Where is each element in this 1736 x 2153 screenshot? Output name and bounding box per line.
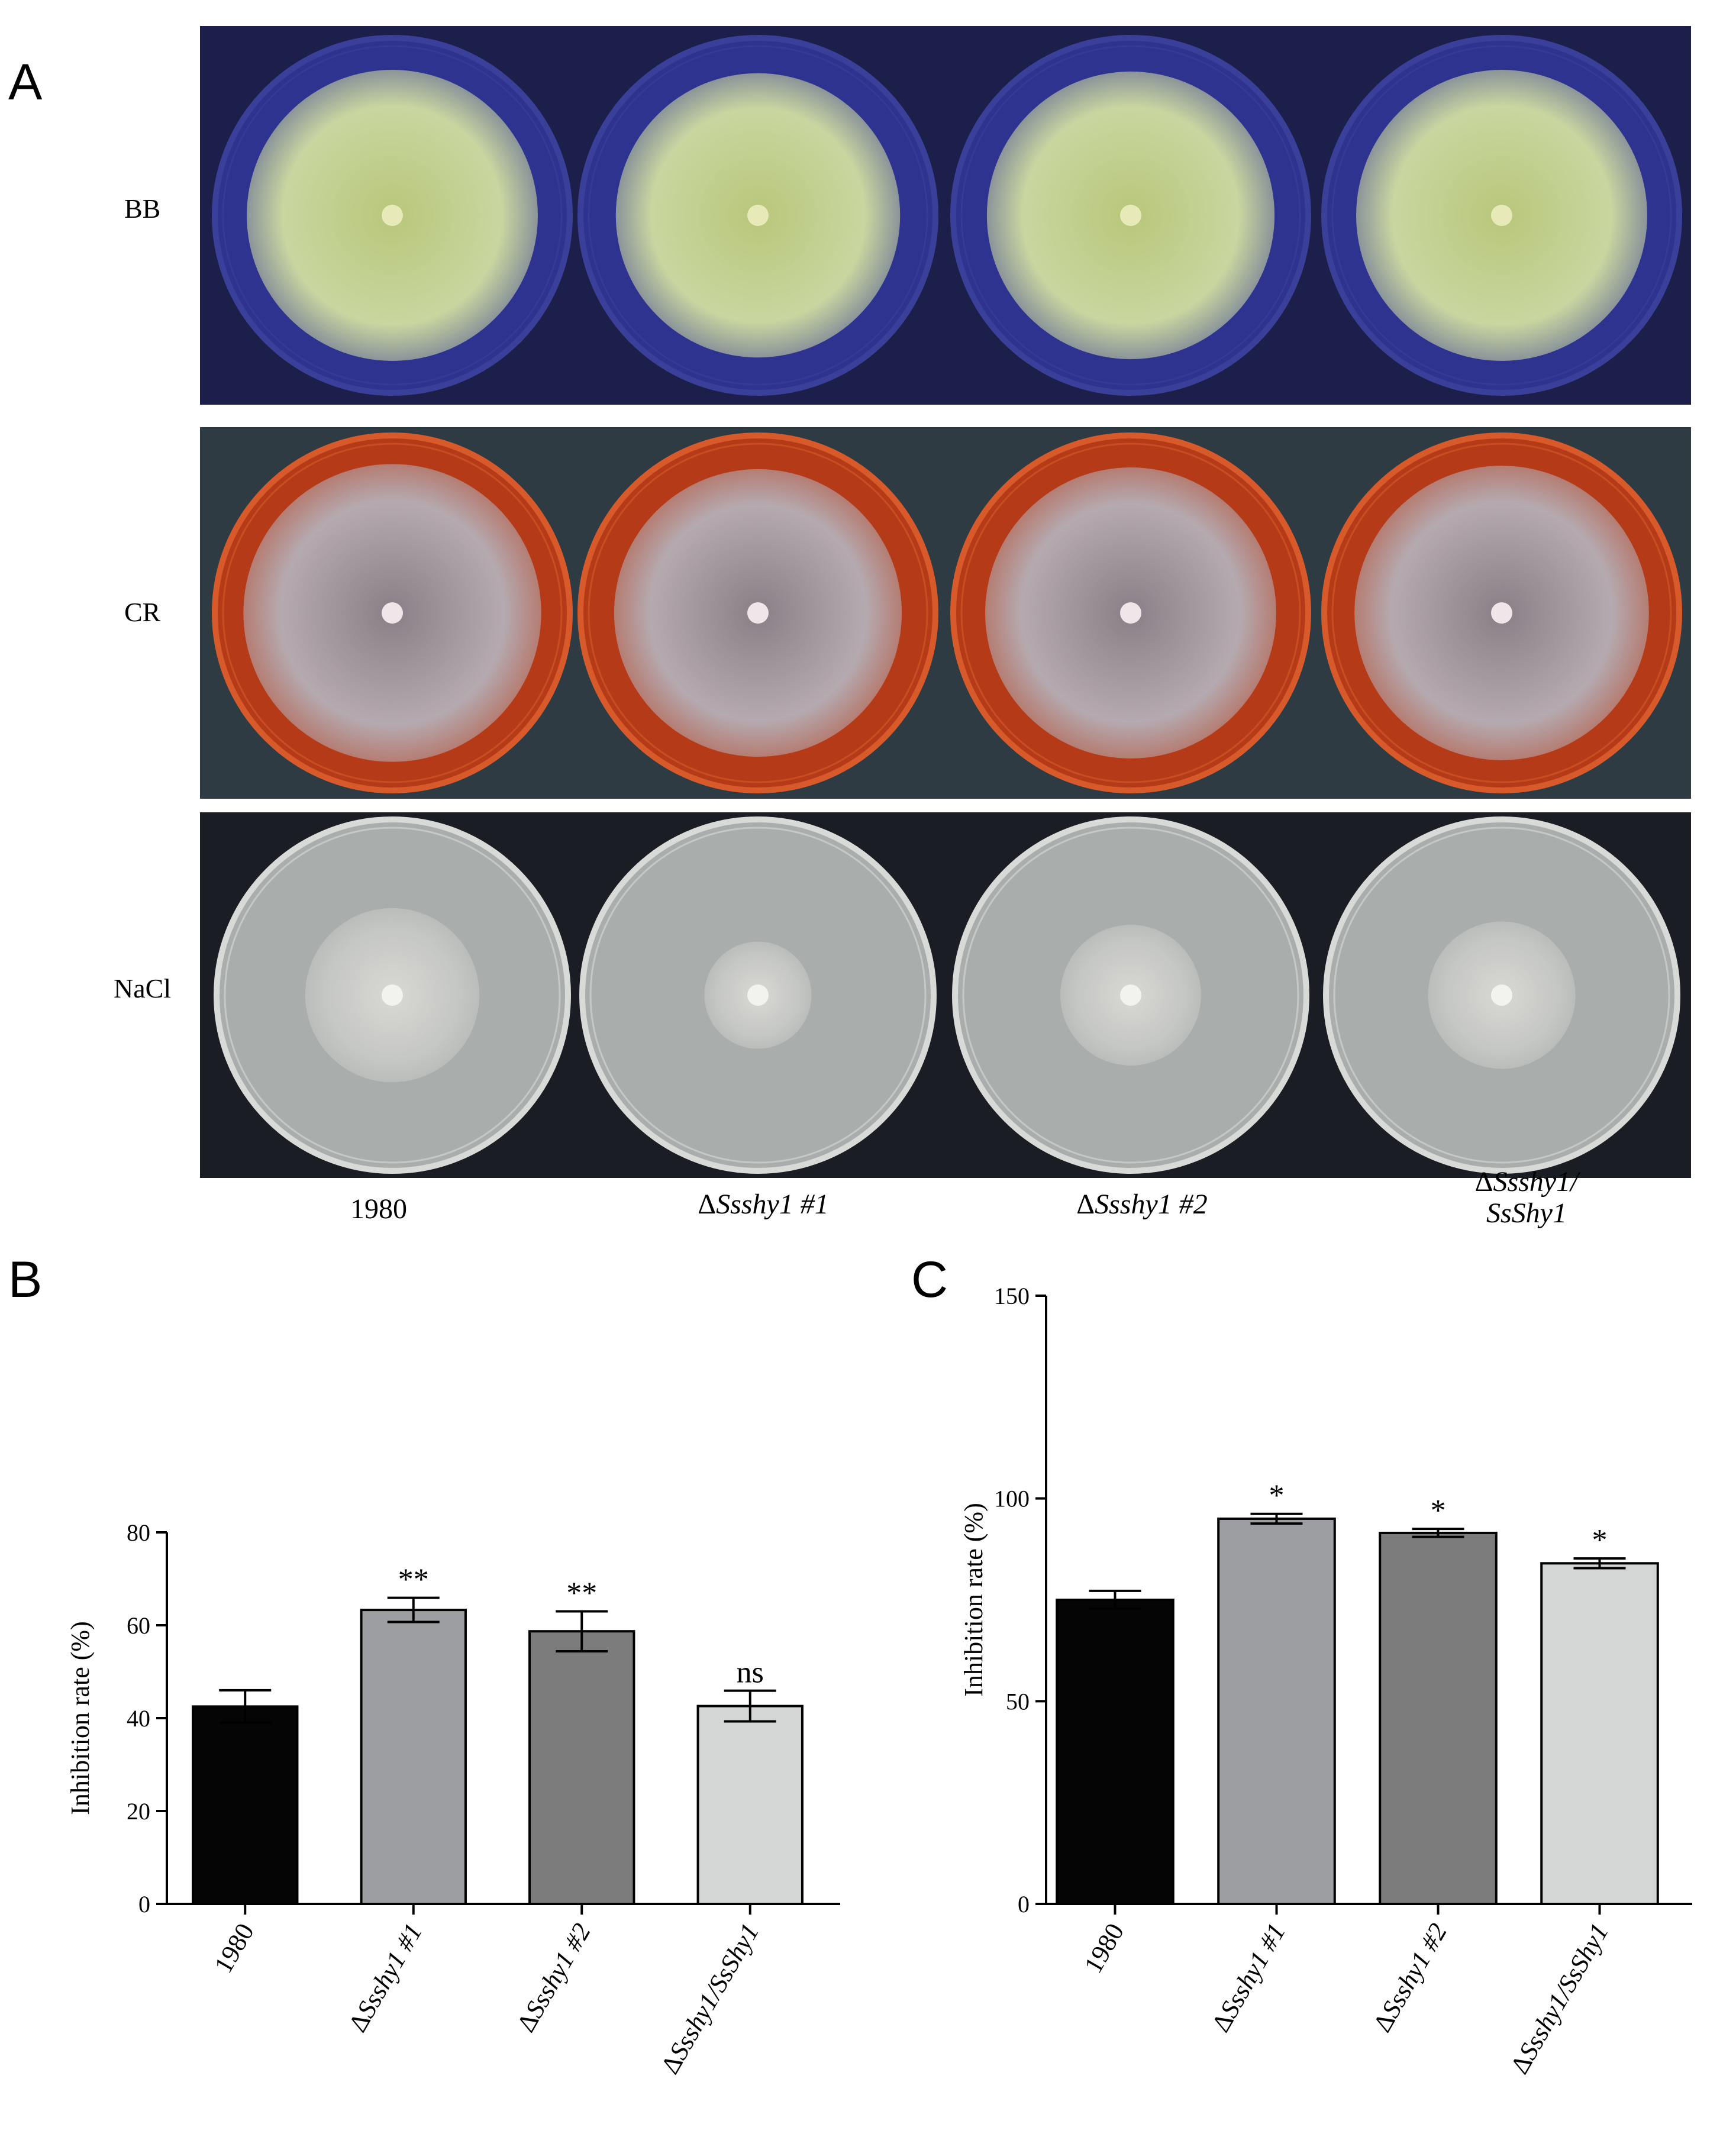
row-label-cr: CR [124, 597, 161, 627]
inoculum-plug [382, 205, 403, 226]
y-tick-label: 100 [994, 1486, 1030, 1512]
petri-dish-inner-rim [222, 443, 563, 783]
petri-dish-inner-rim [1331, 443, 1672, 783]
inoculum-plug [1491, 205, 1512, 226]
petri-dish-inner-rim [222, 45, 563, 386]
panel-label-c: C [911, 1251, 948, 1308]
chart-c: 0 50 100 150 Inhibition rate (%) 1980 * ΔSsshy1… [959, 1283, 1692, 2079]
x-tick-label: 1980 [1079, 1919, 1130, 1978]
y-tick-label: 80 [127, 1519, 150, 1546]
strain-label-ssshy1-2: ΔSsshy1 #2 [1076, 1189, 1208, 1220]
plate-row-cr [200, 427, 1691, 799]
bar [696, 1705, 804, 1906]
bar [360, 1609, 467, 1905]
y-tick-label: 50 [1006, 1688, 1030, 1715]
x-tick-label: ΔSsshy1 #2 [1367, 1919, 1453, 2037]
x-tick-label: ΔSsshy1/SsShy1 [655, 1919, 764, 2079]
petri-dish-inner-rim [588, 45, 928, 386]
bar [1379, 1531, 1498, 1906]
bar [1540, 1562, 1659, 1905]
y-axis-label: Inhibition rate (%) [959, 1503, 988, 1696]
petri-dish-inner-rim [1333, 827, 1670, 1164]
row-label-nacl: NaCl [114, 973, 172, 1003]
significance-label: ns [737, 1656, 764, 1690]
bar [528, 1630, 635, 1906]
inoculum-plug [747, 205, 769, 226]
y-tick-label: 150 [994, 1283, 1030, 1309]
inoculum-plug [1491, 984, 1512, 1006]
bar [1217, 1517, 1336, 1905]
inoculum-plug [747, 602, 769, 624]
significance-label: * [1431, 1494, 1446, 1528]
row-label-bb: BB [124, 193, 161, 224]
y-tick-label: 20 [127, 1798, 150, 1825]
petri-dish-inner-rim [589, 827, 927, 1164]
x-tick-label: 1980 [208, 1919, 259, 1978]
strain-label-1980: 1980 [350, 1193, 407, 1225]
bar [192, 1705, 299, 1905]
inoculum-plug [382, 984, 403, 1006]
strain-label-ssshy1-1: ΔSsshy1 #1 [698, 1189, 829, 1220]
petri-dish-inner-rim [1331, 45, 1672, 386]
plate-row-nacl [200, 812, 1691, 1178]
inoculum-plug [1120, 205, 1141, 226]
petri-dish-inner-rim [224, 827, 561, 1164]
x-tick-label: ΔSsshy1/SsShy1 [1505, 1919, 1614, 2079]
inoculum-plug [747, 984, 769, 1006]
x-tick-label: ΔSsshy1 #1 [1206, 1919, 1291, 2037]
significance-label: ** [566, 1576, 597, 1610]
petri-dish-inner-rim [962, 827, 1299, 1164]
inoculum-plug [1120, 602, 1141, 624]
inoculum-plug [1120, 984, 1141, 1006]
petri-dish-inner-rim [960, 443, 1301, 783]
x-tick-label: ΔSsshy1 #2 [511, 1919, 596, 2037]
significance-label: ** [398, 1563, 429, 1597]
strain-label-complemented: ΔSsshy1/ SsShy1 [1474, 1166, 1579, 1229]
y-tick-label: 0 [1018, 1891, 1030, 1918]
inoculum-plug [1491, 602, 1512, 624]
petri-dish-inner-rim [960, 45, 1301, 386]
y-tick-label: 40 [127, 1705, 150, 1732]
x-tick-label: ΔSsshy1 #1 [343, 1919, 428, 2037]
significance-label: * [1592, 1523, 1608, 1557]
inoculum-plug [382, 602, 403, 624]
y-tick-label: 0 [138, 1891, 150, 1918]
panel-label-b: B [8, 1251, 43, 1308]
significance-label: * [1269, 1479, 1285, 1513]
petri-dish-inner-rim [588, 443, 928, 783]
panel-label-a: A [8, 54, 43, 111]
plate-row-bb [200, 26, 1691, 405]
y-tick-label: 60 [127, 1612, 150, 1639]
y-axis-label: Inhibition rate (%) [66, 1621, 95, 1815]
chart-b: 0 20 40 60 80 Inhibition rate (%) 1980 ** ΔSsshy… [66, 1519, 840, 2079]
bar [1056, 1599, 1174, 1905]
